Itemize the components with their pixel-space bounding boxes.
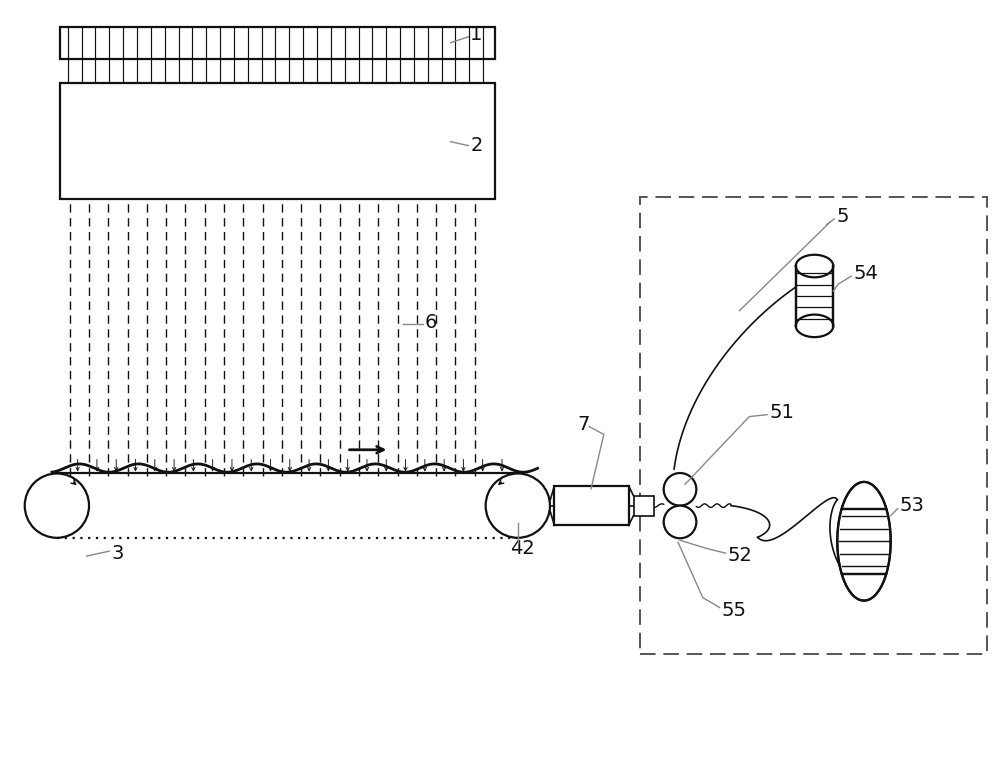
Text: 52: 52 xyxy=(727,545,752,565)
Bar xyxy=(554,486,629,526)
Circle shape xyxy=(25,474,89,538)
Text: 3: 3 xyxy=(111,544,124,562)
Text: 51: 51 xyxy=(769,403,794,422)
Bar xyxy=(640,197,987,654)
Text: 54: 54 xyxy=(853,264,878,283)
Bar xyxy=(60,83,495,199)
Bar xyxy=(60,27,495,59)
Text: 7: 7 xyxy=(577,415,590,434)
Bar xyxy=(634,496,654,516)
Ellipse shape xyxy=(796,255,833,278)
Text: 55: 55 xyxy=(722,601,747,620)
Text: 53: 53 xyxy=(900,496,924,515)
Text: 42: 42 xyxy=(510,539,535,558)
Text: 5: 5 xyxy=(836,207,849,226)
Ellipse shape xyxy=(796,314,833,337)
Text: 2: 2 xyxy=(470,136,483,155)
Circle shape xyxy=(664,473,696,506)
Bar xyxy=(796,266,833,326)
Text: 1: 1 xyxy=(470,25,483,44)
Circle shape xyxy=(486,474,550,538)
Circle shape xyxy=(664,506,696,539)
Text: 6: 6 xyxy=(425,313,437,332)
Ellipse shape xyxy=(837,482,891,601)
